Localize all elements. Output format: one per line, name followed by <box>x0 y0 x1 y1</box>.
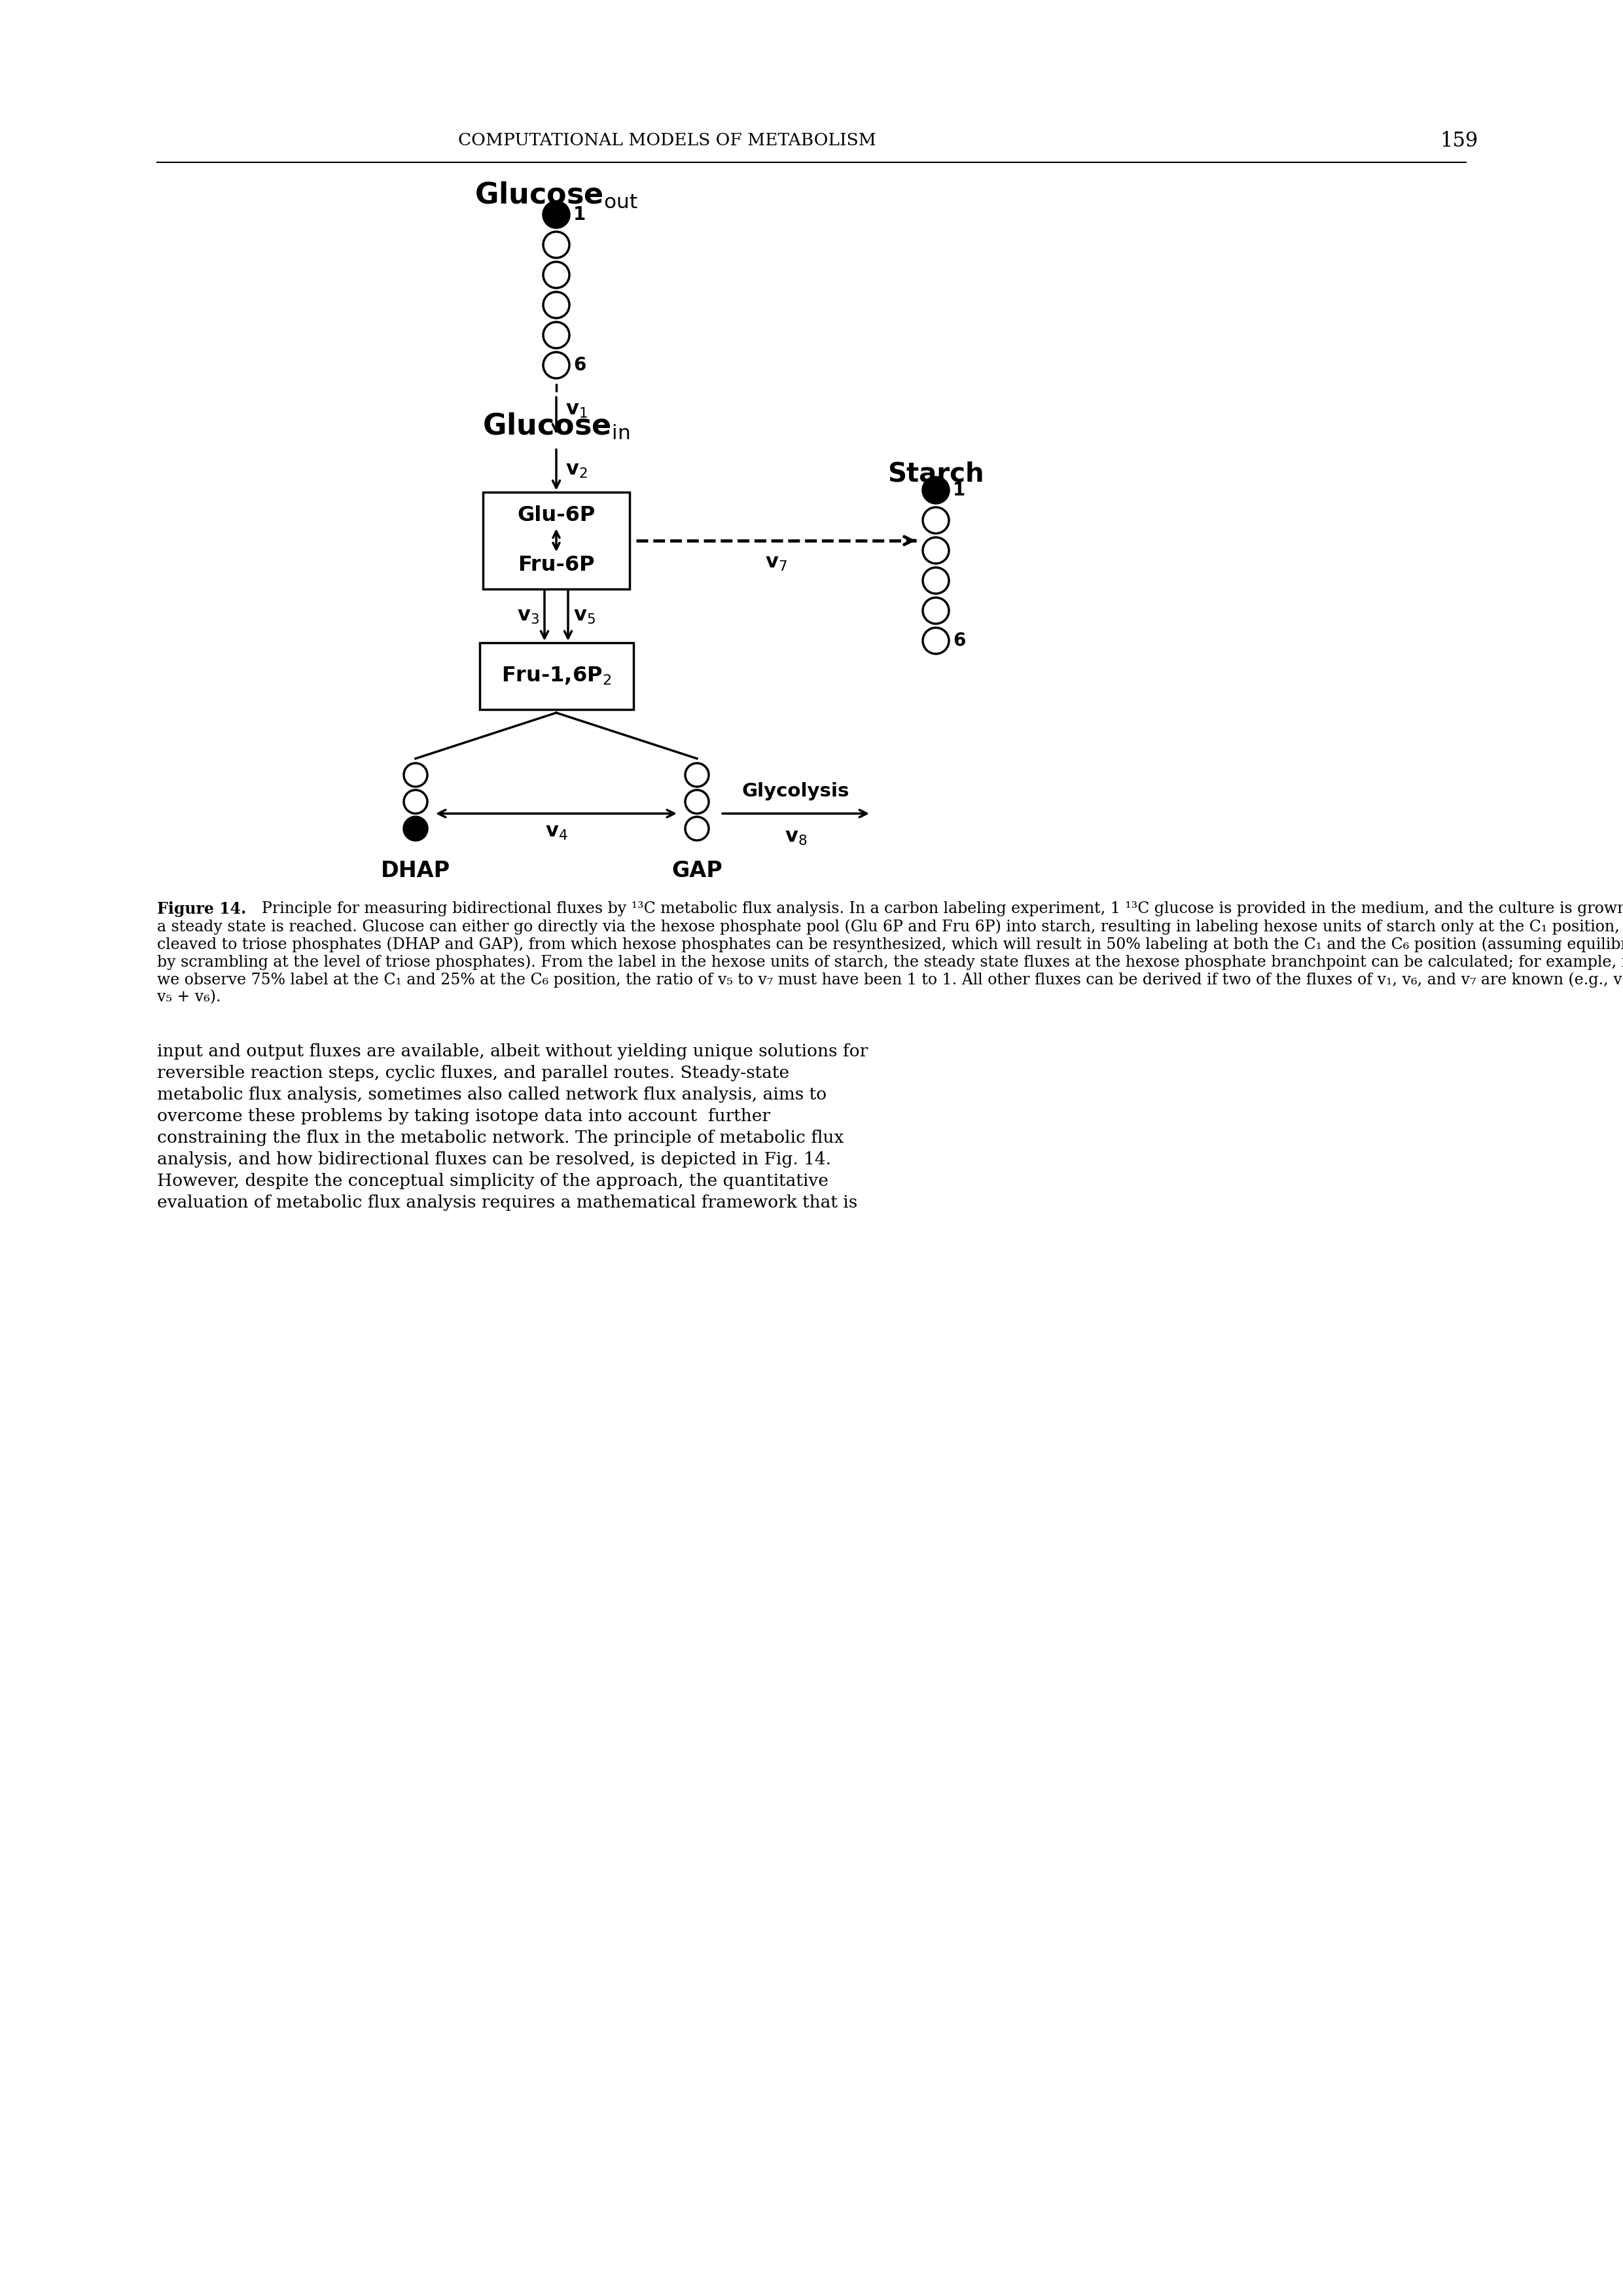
Text: 6: 6 <box>953 631 966 650</box>
Text: v$_8$: v$_8$ <box>784 829 807 847</box>
Circle shape <box>923 627 949 654</box>
Text: v₅ + v₆).: v₅ + v₆). <box>157 990 221 1006</box>
Text: Starch: Starch <box>888 461 984 487</box>
Circle shape <box>685 790 709 813</box>
Text: v$_5$: v$_5$ <box>573 606 596 625</box>
Circle shape <box>404 817 427 840</box>
Text: Glucose$_{\rm in}$: Glucose$_{\rm in}$ <box>482 411 630 441</box>
Circle shape <box>923 478 949 503</box>
Text: However, despite the conceptual simplicity of the approach, the quantitative: However, despite the conceptual simplici… <box>157 1173 828 1189</box>
Circle shape <box>923 597 949 625</box>
Text: 1: 1 <box>953 482 966 501</box>
Text: by scrambling at the level of triose phosphates). From the label in the hexose u: by scrambling at the level of triose pho… <box>157 955 1623 969</box>
Text: Fru-1,6P$_2$: Fru-1,6P$_2$ <box>502 666 612 687</box>
Text: Principle for measuring bidirectional fluxes by ¹³C metabolic flux analysis. In : Principle for measuring bidirectional fl… <box>242 902 1623 916</box>
Text: cleaved to triose phosphates (DHAP and GAP), from which hexose phosphates can be: cleaved to triose phosphates (DHAP and G… <box>157 937 1623 953</box>
Text: v$_1$: v$_1$ <box>565 400 588 420</box>
Text: GAP: GAP <box>672 861 722 882</box>
Circle shape <box>544 351 570 379</box>
Text: COMPUTATIONAL MODELS OF METABOLISM: COMPUTATIONAL MODELS OF METABOLISM <box>458 133 876 149</box>
Text: v$_7$: v$_7$ <box>764 553 787 572</box>
Text: Fru-6P: Fru-6P <box>518 556 594 576</box>
Circle shape <box>685 762 709 788</box>
Circle shape <box>923 567 949 595</box>
Text: 1: 1 <box>573 207 586 223</box>
Circle shape <box>544 202 570 227</box>
Text: overcome these problems by taking isotope data into account  further: overcome these problems by taking isotop… <box>157 1109 771 1125</box>
Text: v$_2$: v$_2$ <box>565 461 588 480</box>
Circle shape <box>404 762 427 788</box>
Text: Glycolysis: Glycolysis <box>742 783 849 801</box>
Circle shape <box>404 790 427 813</box>
Text: v$_4$: v$_4$ <box>545 822 568 843</box>
Text: we observe 75% label at the C₁ and 25% at the C₆ position, the ratio of v₅ to v₇: we observe 75% label at the C₁ and 25% a… <box>157 971 1623 987</box>
Text: input and output fluxes are available, albeit without yielding unique solutions : input and output fluxes are available, a… <box>157 1042 868 1061</box>
Circle shape <box>544 262 570 287</box>
Circle shape <box>685 817 709 840</box>
Text: reversible reaction steps, cyclic fluxes, and parallel routes. Steady-state: reversible reaction steps, cyclic fluxes… <box>157 1065 789 1081</box>
Text: constraining the flux in the metabolic network. The principle of metabolic flux: constraining the flux in the metabolic n… <box>157 1130 844 1146</box>
Text: 6: 6 <box>573 356 586 374</box>
Circle shape <box>923 537 949 563</box>
Text: metabolic flux analysis, sometimes also called ⁠network flux analysis⁠, aims to: metabolic flux analysis, sometimes also … <box>157 1086 826 1102</box>
Circle shape <box>544 321 570 349</box>
Text: Figure 14.: Figure 14. <box>157 902 247 916</box>
Circle shape <box>544 232 570 257</box>
Text: a steady state is reached. Glucose can either go directly via the hexose phospha: a steady state is reached. Glucose can e… <box>157 918 1623 934</box>
Circle shape <box>923 507 949 533</box>
Text: DHAP: DHAP <box>381 861 450 882</box>
Text: Glucose$_{\rm out}$: Glucose$_{\rm out}$ <box>474 181 638 209</box>
Text: 159: 159 <box>1440 131 1479 152</box>
Bar <box>484 491 630 590</box>
Text: analysis, and how bidirectional fluxes can be resolved, is depicted in Fig. 14.: analysis, and how bidirectional fluxes c… <box>157 1150 831 1169</box>
Text: evaluation of metabolic flux analysis requires a mathematical framework that is: evaluation of metabolic flux analysis re… <box>157 1194 857 1210</box>
Bar <box>479 643 633 709</box>
Circle shape <box>544 292 570 319</box>
Text: v$_3$: v$_3$ <box>518 606 539 625</box>
Text: Glu-6P: Glu-6P <box>518 505 596 526</box>
